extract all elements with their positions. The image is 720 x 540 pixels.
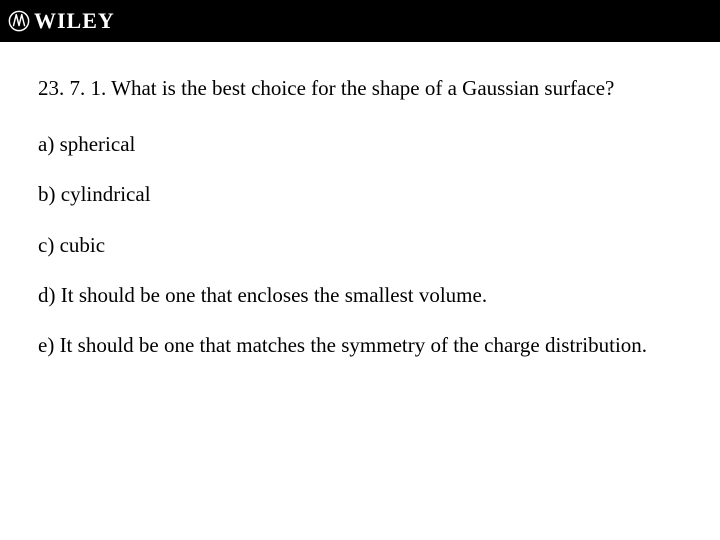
- question-body: What is the best choice for the shape of…: [111, 76, 614, 100]
- content-area: 23. 7. 1. What is the best choice for th…: [0, 42, 720, 358]
- option-a: a) spherical: [38, 131, 682, 157]
- brand-text: WILEY: [34, 8, 115, 34]
- option-c: c) cubic: [38, 232, 682, 258]
- header-bar: WILEY: [0, 0, 720, 42]
- question-number: 23. 7. 1.: [38, 76, 106, 100]
- option-b: b) cylindrical: [38, 181, 682, 207]
- option-d: d) It should be one that encloses the sm…: [38, 282, 682, 308]
- question-text: 23. 7. 1. What is the best choice for th…: [38, 76, 682, 101]
- option-e: e) It should be one that matches the sym…: [38, 332, 682, 358]
- wiley-icon: [8, 10, 30, 32]
- brand-logo: WILEY: [8, 8, 115, 34]
